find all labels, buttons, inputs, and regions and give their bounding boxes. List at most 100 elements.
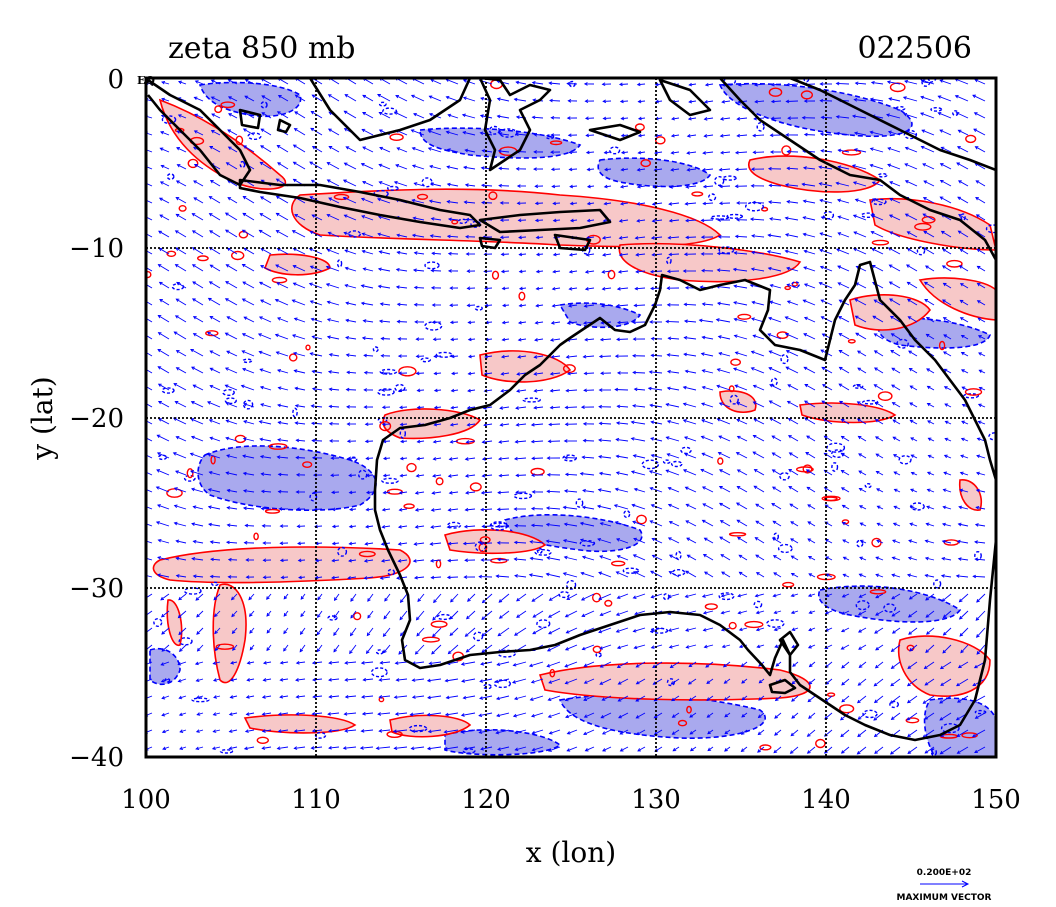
wind-vector-head: [943, 368, 948, 373]
wind-vector-head: [926, 471, 931, 475]
positive-contour-speck: [640, 159, 652, 168]
wind-vector: [466, 610, 476, 620]
wind-vector-head: [259, 385, 264, 390]
wind-vector-head: [740, 748, 745, 752]
x-tick-label: 130: [631, 785, 681, 815]
wind-vector: [739, 571, 748, 578]
wind-vector-head: [684, 436, 688, 440]
wind-vector-head: [309, 230, 314, 235]
wind-vector-head: [414, 320, 418, 324]
wind-vector: [383, 474, 391, 477]
wind-vector: [888, 247, 901, 255]
wind-vector: [737, 469, 748, 476]
wind-vector: [260, 128, 272, 136]
wind-vector-head: [344, 729, 349, 733]
wind-vector-head: [213, 596, 218, 601]
wind-vector: [957, 695, 969, 703]
wind-vector-head: [364, 422, 369, 427]
wind-vector: [430, 183, 442, 187]
wind-vector: [875, 610, 884, 616]
wind-vector: [191, 401, 204, 408]
wind-vector: [283, 644, 289, 652]
wind-vector: [734, 335, 748, 340]
wind-vector: [872, 315, 884, 323]
negative-contour-speck: [575, 498, 584, 508]
wind-vector: [176, 575, 187, 578]
wind-vector: [451, 355, 459, 358]
wind-vector: [872, 198, 884, 204]
wind-vector: [366, 627, 374, 636]
wind-vector: [379, 678, 391, 681]
wind-vector: [874, 384, 884, 391]
wind-vector: [857, 695, 867, 704]
wind-vector: [228, 113, 238, 119]
wind-vector: [582, 456, 595, 459]
negative-contour-speck: [292, 407, 298, 418]
wind-vector: [485, 321, 493, 324]
wind-vector: [767, 250, 782, 255]
wind-vector-head: [582, 488, 586, 493]
wind-vector: [278, 95, 289, 102]
wind-vector: [600, 610, 612, 616]
wind-vector-head: [479, 541, 483, 546]
wind-vector: [685, 520, 697, 527]
wind-vector: [923, 180, 935, 187]
wind-vector: [904, 80, 918, 85]
wind-vector-head: [412, 559, 417, 563]
wind-vector: [582, 489, 595, 493]
wind-vector-head: [142, 265, 145, 268]
wind-vector-head: [874, 436, 879, 440]
wind-vector-head: [433, 422, 438, 427]
wind-vector-head: [840, 646, 845, 650]
wind-vector: [943, 610, 952, 618]
wind-vector-head: [411, 695, 416, 699]
wind-vector-head: [227, 79, 232, 83]
wind-vector: [517, 372, 527, 375]
wind-vector-head: [396, 147, 401, 151]
wind-vector-head: [497, 490, 501, 495]
wind-vector-head: [773, 610, 778, 615]
wind-vector: [599, 355, 612, 358]
wind-vector: [567, 321, 578, 324]
wind-vector: [753, 334, 765, 340]
wind-vector: [773, 555, 782, 561]
wind-vector-head: [752, 384, 757, 389]
wind-vector: [242, 213, 255, 221]
wind-vector-head: [447, 113, 452, 118]
wind-vector: [737, 134, 748, 137]
wind-vector: [448, 114, 459, 119]
wind-vector-head: [808, 681, 813, 685]
wind-vector-head: [242, 196, 247, 200]
wind-vector-head: [348, 541, 353, 546]
wind-vector-head: [774, 715, 778, 719]
wind-vector: [275, 299, 289, 306]
wind-vector: [570, 202, 578, 205]
y-tick-label: −30: [69, 574, 124, 604]
wind-vector: [924, 712, 935, 720]
wind-vector: [955, 95, 969, 102]
wind-vector: [192, 213, 204, 221]
wind-vector: [960, 317, 969, 323]
wind-vector-head: [616, 645, 621, 650]
wind-vector-head: [516, 201, 521, 206]
wind-vector-head: [365, 650, 370, 655]
wind-vector-head: [478, 730, 483, 734]
wind-vector: [410, 712, 425, 716]
wind-vector: [975, 146, 986, 153]
wind-vector-head: [327, 231, 332, 236]
wind-vector: [496, 729, 510, 734]
wind-vector: [211, 96, 221, 102]
wind-vector-head: [734, 384, 739, 388]
wind-vector-head: [923, 230, 928, 235]
wind-vector: [956, 729, 969, 737]
wind-vector-head: [909, 505, 914, 509]
wind-vector-head: [312, 677, 316, 682]
wind-vector: [841, 695, 850, 703]
wind-vector: [431, 270, 442, 272]
wind-vector: [481, 491, 493, 494]
wind-vector-head: [889, 315, 894, 320]
wind-vector-head: [175, 470, 179, 474]
wind-vector: [399, 508, 408, 511]
wind-vector: [719, 536, 731, 544]
wind-vector-head: [736, 133, 741, 138]
